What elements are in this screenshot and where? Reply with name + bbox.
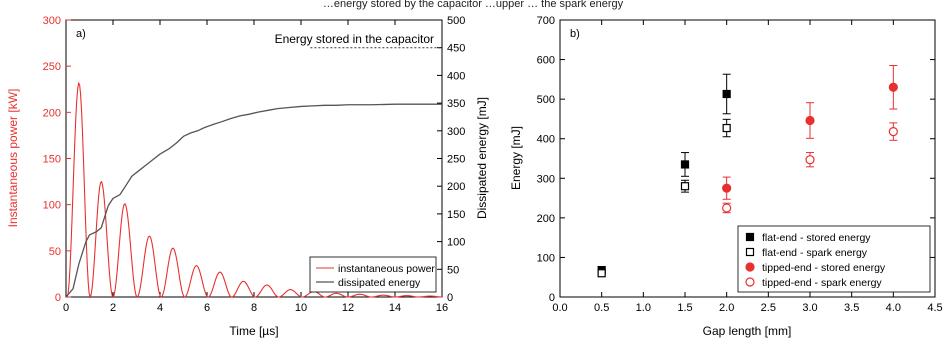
- panel-a-label: a): [76, 28, 86, 40]
- panel-b-plot: [597, 65, 898, 278]
- panel-a-ytick-left-label: 300: [43, 15, 61, 27]
- legend-marker: [745, 247, 755, 257]
- legend-label: tipped-end - spark energy: [762, 277, 882, 289]
- panel-b-xtick-label: 1.5: [677, 302, 692, 314]
- panel-a-ytick-right-label: 500: [447, 15, 465, 27]
- panel-a-ytick-left-label: 0: [55, 292, 61, 304]
- panel-b-label: b): [570, 28, 580, 40]
- header-fragment: …energy stored by the capacitor …upper ……: [323, 0, 624, 10]
- instantaneous-power-line: [66, 81, 443, 299]
- panel-b-ytick-label: 0: [549, 292, 555, 304]
- panel-a-xtick-label: 8: [251, 302, 257, 314]
- legend-label: tipped-end - stored energy: [762, 262, 886, 274]
- panel-a-ytick-left-label: 200: [43, 107, 61, 119]
- legend-marker: [745, 262, 755, 272]
- panel-a-ytick-right-label: 300: [447, 126, 465, 138]
- panel-a-xtick-label: 14: [389, 302, 401, 314]
- legend-marker: [745, 277, 755, 287]
- panel-b-ytick-label: 100: [537, 252, 555, 264]
- data-point: [680, 182, 690, 191]
- legend-marker: [745, 232, 755, 242]
- panel-b-xtick-label: 3.0: [802, 302, 817, 314]
- panel-a-legend: instantaneous power dissipated energy: [309, 256, 437, 293]
- data-point: [888, 126, 898, 137]
- panel-a-ytick-left-label: 150: [43, 154, 61, 166]
- panel-b-xtick-label: 4.0: [886, 302, 901, 314]
- panel-b-ytick-label: 400: [537, 134, 555, 146]
- legend-label: flat-end - stored energy: [762, 232, 871, 244]
- panel-b-ytick-label: 300: [537, 173, 555, 185]
- panel-a-ylabel-right: Dissipated energy [mJ]: [475, 97, 489, 219]
- legend-power-label: instantaneous power: [338, 263, 435, 275]
- panel-b: b) Gap length [mm] Energy [mJ] 0.0 0.5 1.0…: [509, 15, 943, 338]
- data-point: [597, 269, 606, 278]
- panel-a-xtick-label: 16: [436, 302, 448, 314]
- panel-a-ytick-left-label: 50: [49, 246, 61, 258]
- panel-b-legend-box: [737, 225, 931, 293]
- panel-a-ytick-right-label: 50: [447, 264, 459, 276]
- panel-a-xlabel: Time [µs]: [229, 324, 278, 338]
- panel-a-axes: 0 2 4 6 8 10 12 14 16050100150200250300050100150…: [43, 15, 466, 314]
- panel-a-ytick-left-label: 100: [43, 200, 61, 212]
- panel-a-ytick-right-label: 100: [447, 237, 465, 249]
- panel-a-ylabel-left: Instantaneous power [kW]: [6, 89, 20, 228]
- legend-label: flat-end - spark energy: [762, 247, 868, 259]
- panel-a: a) Time [µs] Instantaneous power [kW] Di…: [6, 15, 489, 338]
- panel-a-ytick-right-label: 0: [447, 292, 453, 304]
- data-point: [805, 115, 815, 126]
- panel-b-axes: 0.0 0.5 1.0 1.5 2.0 2.5 3.0 3.5 4.0 4.5 0 100 200 300…: [537, 15, 943, 314]
- panel-b-ytick-label: 500: [537, 94, 555, 106]
- panel-a-plot: [65, 47, 443, 299]
- data-point: [805, 155, 815, 165]
- panel-a-legend-box: [309, 256, 437, 293]
- panel-a-ytick-right-label: 450: [447, 43, 465, 55]
- panel-b-xtick-label: 2.5: [761, 302, 776, 314]
- panel-b-xtick-label: 0.0: [552, 302, 567, 314]
- panel-a-frame: [65, 19, 443, 298]
- panel-a-ytick-left-label: 250: [43, 61, 61, 73]
- panel-b-ytick-label: 200: [537, 213, 555, 225]
- panel-b-ylabel: Energy [mJ]: [509, 126, 523, 190]
- panel-a-xtick-label: 10: [295, 302, 307, 314]
- legend-energy-label: dissipated energy: [338, 277, 421, 289]
- panel-a-xtick-label: 2: [110, 302, 116, 314]
- panel-a-ytick-right-label: 200: [447, 181, 465, 193]
- panel-b-xtick-label: 1.0: [636, 302, 651, 314]
- data-point: [680, 160, 690, 169]
- dissipated-energy-line: [65, 103, 442, 298]
- panel-b-ytick-label: 600: [537, 55, 555, 67]
- data-point: [722, 183, 732, 193]
- panel-b-xtick-label: 3.5: [844, 302, 859, 314]
- data-point: [722, 123, 731, 133]
- panel-a-xtick-label: 4: [157, 302, 163, 314]
- panel-a-xtick-label: 0: [63, 302, 69, 314]
- panel-b-xtick-label: 4.5: [927, 302, 942, 314]
- panel-b-ytick-label: 700: [537, 15, 555, 27]
- panel-b-xtick-label: 2.0: [719, 302, 734, 314]
- panel-b-legend: flat-end - stored energy flat-end - spark…: [737, 225, 931, 293]
- data-point: [888, 82, 898, 92]
- panel-a-ytick-right-label: 250: [447, 154, 465, 166]
- panel-a-ytick-right-label: 400: [447, 70, 465, 82]
- panel-b-xtick-label: 0.5: [594, 302, 609, 314]
- capacitor-energy-annotation: Energy stored in the capacitor: [275, 32, 434, 46]
- panel-b-frame: [559, 19, 936, 298]
- panel-a-ytick-right-label: 150: [447, 209, 465, 221]
- panel-a-xtick-label: 6: [204, 302, 210, 314]
- panel-a-xtick-label: 12: [342, 302, 354, 314]
- data-point: [722, 89, 731, 99]
- panel-b-xlabel: Gap length [mm]: [703, 324, 792, 338]
- panel-a-ytick-right-label: 350: [447, 98, 465, 110]
- data-point: [722, 203, 732, 213]
